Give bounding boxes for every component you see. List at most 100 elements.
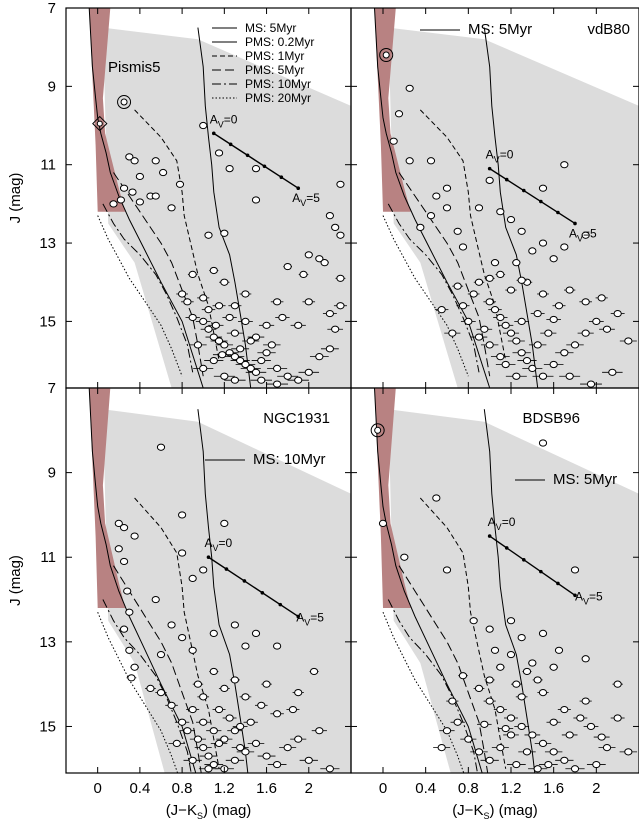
star-point bbox=[294, 321, 303, 329]
star-point bbox=[188, 574, 197, 582]
panel-title: NGC1931 bbox=[263, 410, 330, 427]
star-point bbox=[273, 642, 282, 650]
star-point bbox=[188, 756, 197, 764]
star-point bbox=[496, 313, 505, 322]
star-point bbox=[116, 196, 125, 204]
star-point bbox=[304, 298, 313, 306]
star-point bbox=[549, 255, 558, 263]
y-axis-title: J (mag) bbox=[7, 173, 24, 224]
star-point bbox=[257, 376, 266, 384]
star-point bbox=[517, 276, 526, 284]
y-tick-label: 11 bbox=[40, 157, 56, 174]
star-point bbox=[241, 642, 250, 650]
av-label-end: AV=5 bbox=[569, 226, 597, 243]
reddening-vector bbox=[489, 168, 576, 225]
star-point bbox=[554, 646, 564, 654]
x-axis-title: (J−KS) (mag) bbox=[166, 802, 252, 821]
star-point bbox=[204, 306, 213, 314]
star-point bbox=[442, 727, 452, 735]
star-point bbox=[442, 184, 452, 192]
star-point bbox=[576, 714, 585, 722]
star-point bbox=[464, 735, 473, 743]
star-point bbox=[538, 239, 548, 247]
reddening-vector bbox=[208, 556, 299, 618]
star-point bbox=[480, 325, 489, 333]
marked-star-point bbox=[382, 51, 390, 59]
star-point bbox=[209, 629, 218, 637]
star-point bbox=[299, 270, 308, 278]
star-point bbox=[592, 760, 601, 769]
star-point bbox=[204, 752, 213, 760]
curve-pms1 bbox=[134, 109, 220, 361]
star-point bbox=[251, 333, 261, 341]
star-point bbox=[512, 760, 521, 769]
star-point bbox=[199, 566, 208, 574]
star-point bbox=[246, 364, 255, 373]
star-point bbox=[485, 676, 494, 684]
star-point bbox=[230, 676, 239, 684]
star-point bbox=[544, 760, 553, 769]
star-point bbox=[251, 368, 261, 376]
star-point bbox=[437, 306, 446, 314]
reddening-tick bbox=[260, 590, 265, 595]
star-point bbox=[214, 149, 224, 157]
star-point bbox=[448, 697, 457, 705]
star-point bbox=[448, 329, 457, 337]
star-point bbox=[565, 286, 574, 294]
star-point bbox=[490, 259, 500, 267]
x-tick-label: 2 bbox=[592, 780, 600, 797]
star-point bbox=[209, 727, 218, 735]
star-point bbox=[188, 313, 197, 322]
panel-title: BDSB96 bbox=[522, 410, 580, 427]
diamond-star-marker bbox=[92, 115, 108, 132]
star-point bbox=[220, 735, 229, 743]
star-point bbox=[336, 274, 345, 282]
star-point bbox=[119, 524, 129, 532]
reddening-band bbox=[374, 388, 411, 608]
star-point bbox=[490, 306, 500, 314]
marked-star-point bbox=[120, 98, 128, 106]
panel-title: vdB80 bbox=[587, 21, 630, 38]
reddening-tick bbox=[228, 142, 233, 147]
star-point bbox=[432, 192, 441, 200]
star-point bbox=[218, 351, 227, 359]
star-point bbox=[315, 727, 324, 735]
panel-ngc1931: AV=0 AV=5 0 0.4 0.8 1.2 1.6 2 7 9 11 13 15 NGC1931 MS:… bbox=[7, 380, 352, 821]
av-label-start: AV=0 bbox=[486, 148, 514, 165]
star-point bbox=[501, 360, 510, 369]
av-label-start: AV=0 bbox=[488, 515, 516, 532]
star-point bbox=[241, 748, 250, 756]
star-point bbox=[193, 341, 203, 349]
star-point bbox=[517, 722, 526, 731]
star-point bbox=[151, 192, 160, 200]
star-point bbox=[304, 756, 313, 764]
gray-region bbox=[388, 409, 639, 773]
star-point bbox=[528, 364, 537, 373]
star-point bbox=[257, 701, 266, 709]
star-point bbox=[236, 356, 245, 365]
star-point bbox=[512, 337, 521, 345]
plot-area bbox=[370, 388, 639, 773]
star-point bbox=[220, 278, 229, 286]
star-point bbox=[159, 168, 168, 177]
star-point bbox=[167, 621, 176, 629]
star-point bbox=[485, 697, 494, 705]
star-point bbox=[283, 372, 292, 380]
star-point bbox=[114, 519, 123, 527]
star-point bbox=[570, 566, 580, 574]
panel-vdb80: AV=0 AV=5 vdB80 MS: 5Myr bbox=[350, 7, 639, 389]
star-point bbox=[506, 617, 516, 625]
star-point bbox=[560, 705, 569, 714]
star-point bbox=[211, 321, 220, 329]
legend: MS: 5Myr bbox=[515, 471, 617, 488]
star-point bbox=[602, 325, 612, 333]
star-point bbox=[204, 765, 213, 773]
curve-ms bbox=[88, 388, 197, 773]
curve-pms5 bbox=[113, 172, 204, 377]
star-point bbox=[130, 663, 139, 671]
star-point bbox=[225, 349, 234, 357]
y-tick-label: 9 bbox=[48, 465, 56, 482]
star-point bbox=[474, 204, 484, 212]
star-point bbox=[294, 689, 303, 697]
curve-pms5 bbox=[398, 172, 491, 377]
